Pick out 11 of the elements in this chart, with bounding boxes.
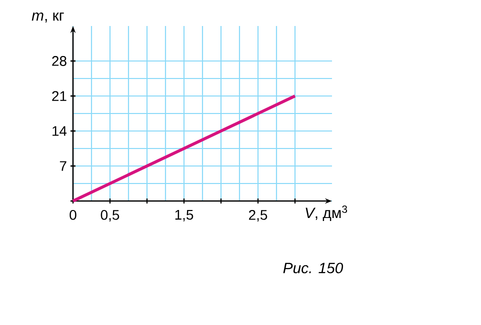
x-tick-label: 1,5 [175,210,194,222]
y-tick-label: 28 [52,56,66,66]
text: Рис. 150 [283,262,344,274]
x-axis-title: V, дм$^{3}$ [306,206,348,221]
y-tick-label: 7 [60,161,66,171]
y-tick-label: 14 [52,126,67,136]
x-tick-label: 0 [70,210,76,220]
y-tick-label: 21 [52,91,66,101]
x-tick-label: 2,5 [249,210,268,222]
x-tick-label: 0,5 [100,210,120,222]
y-axis-title: m, кг [32,12,64,22]
